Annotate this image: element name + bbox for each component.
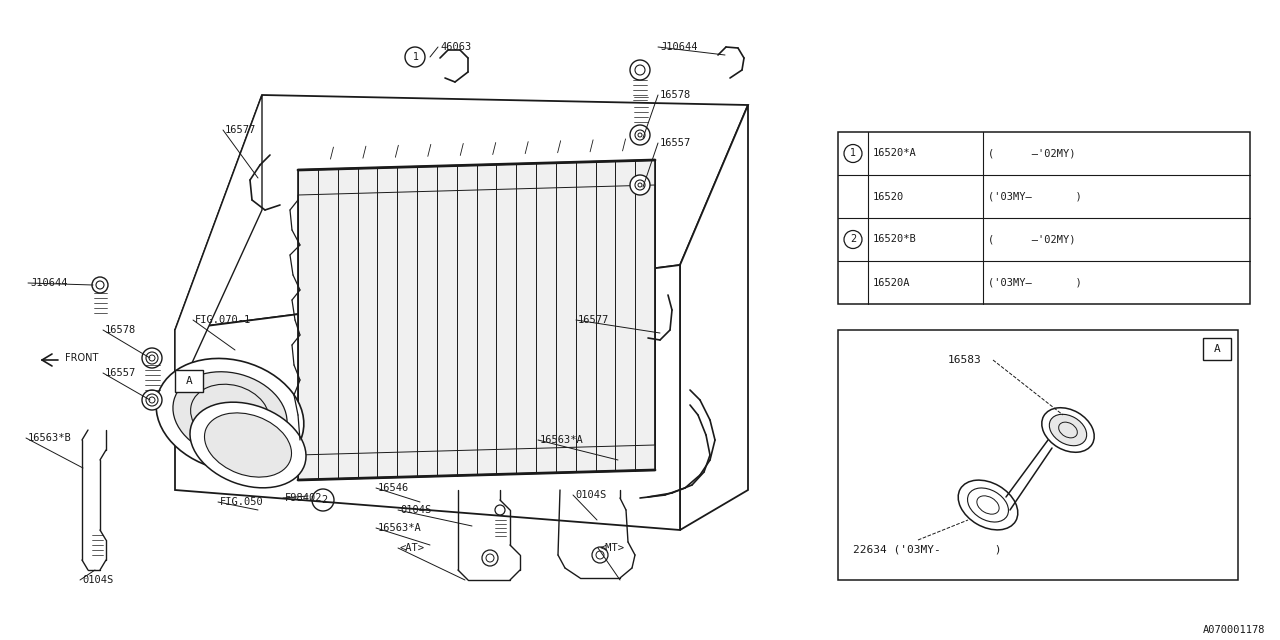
Text: 16578: 16578 (105, 325, 136, 335)
Text: J10644: J10644 (29, 278, 68, 288)
Text: 16577: 16577 (225, 125, 256, 135)
Text: 16577: 16577 (579, 315, 609, 325)
Text: A: A (186, 376, 192, 386)
Ellipse shape (1050, 414, 1087, 445)
Ellipse shape (959, 480, 1018, 530)
Text: 16563*A: 16563*A (540, 435, 584, 445)
Text: 2: 2 (850, 234, 856, 244)
Circle shape (92, 277, 108, 293)
Circle shape (591, 547, 608, 563)
Text: 16546: 16546 (378, 483, 410, 493)
Circle shape (630, 125, 650, 145)
Text: 1: 1 (413, 52, 419, 62)
Circle shape (483, 550, 498, 566)
Text: 46063: 46063 (440, 42, 471, 52)
Text: 16557: 16557 (105, 368, 136, 378)
Text: F98402: F98402 (285, 493, 323, 503)
Text: 16520A: 16520A (873, 278, 910, 287)
Text: 16520*B: 16520*B (873, 234, 916, 244)
Text: 16583: 16583 (948, 355, 982, 365)
Text: <MT>: <MT> (600, 543, 625, 553)
Text: <AT>: <AT> (399, 543, 425, 553)
Circle shape (142, 348, 163, 368)
Polygon shape (175, 95, 262, 400)
Ellipse shape (189, 402, 306, 488)
Text: 16520*A: 16520*A (873, 148, 916, 159)
Text: ('03MY–       ): ('03MY– ) (988, 191, 1082, 202)
Polygon shape (680, 105, 748, 530)
Text: 1: 1 (850, 148, 856, 159)
Bar (838, 132, 1251, 304)
Text: (      –'02MY): ( –'02MY) (988, 148, 1075, 159)
Text: FIG.050: FIG.050 (220, 497, 264, 507)
Text: 16563*B: 16563*B (28, 433, 72, 443)
Circle shape (142, 390, 163, 410)
Text: J10644: J10644 (660, 42, 698, 52)
Text: 16520: 16520 (873, 191, 904, 202)
Text: A070001178: A070001178 (1202, 625, 1265, 635)
Ellipse shape (205, 413, 292, 477)
Circle shape (630, 60, 650, 80)
Bar (1203, 338, 1231, 360)
Text: 16563*A: 16563*A (378, 523, 421, 533)
Circle shape (630, 175, 650, 195)
Bar (838, 330, 1238, 580)
Ellipse shape (173, 372, 287, 458)
Text: ('03MY–       ): ('03MY– ) (988, 278, 1082, 287)
Text: FRONT: FRONT (65, 353, 99, 363)
Polygon shape (175, 95, 748, 330)
Text: (      –'02MY): ( –'02MY) (988, 234, 1075, 244)
Text: 0104S: 0104S (399, 505, 431, 515)
Ellipse shape (1042, 408, 1094, 452)
Text: 16578: 16578 (660, 90, 691, 100)
Text: A: A (1213, 344, 1220, 354)
Text: 0104S: 0104S (82, 575, 113, 585)
Polygon shape (175, 265, 680, 530)
Text: 0104S: 0104S (575, 490, 607, 500)
Ellipse shape (156, 358, 303, 472)
Text: FIG.070-1: FIG.070-1 (195, 315, 251, 325)
Text: 22634 ('03MY-        ): 22634 ('03MY- ) (852, 545, 1001, 555)
Text: 16557: 16557 (660, 138, 691, 148)
Bar (175, 370, 204, 392)
Text: 2: 2 (321, 495, 328, 505)
Polygon shape (298, 160, 655, 480)
